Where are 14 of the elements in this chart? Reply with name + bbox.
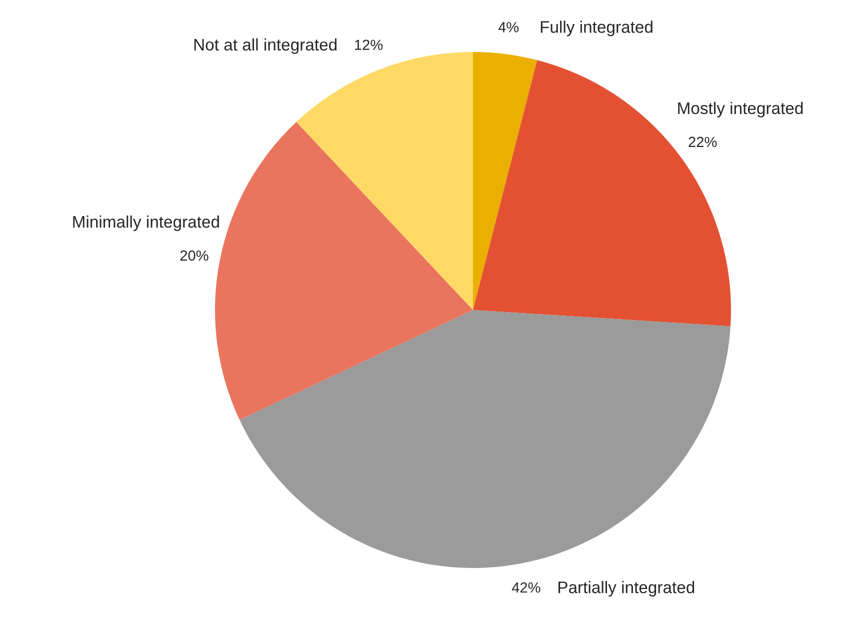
pie-slice (240, 310, 730, 568)
slice-label: Partially integrated (558, 581, 694, 597)
pie-slice (473, 60, 731, 326)
pie-slice (473, 52, 538, 310)
slice-label: Minimally integrated (73, 216, 219, 232)
data-label: 22% (688, 136, 717, 148)
slice-label: Not at all integrated (194, 38, 337, 54)
data-label: 20% (180, 250, 208, 261)
data-label: 4% (498, 22, 519, 32)
data-label: 12% (355, 40, 383, 50)
slice-label: Fully integrated (540, 20, 652, 36)
slice-label: Mostly integrated (678, 102, 803, 118)
pie-slice (296, 52, 473, 310)
data-label: 42% (512, 582, 540, 593)
